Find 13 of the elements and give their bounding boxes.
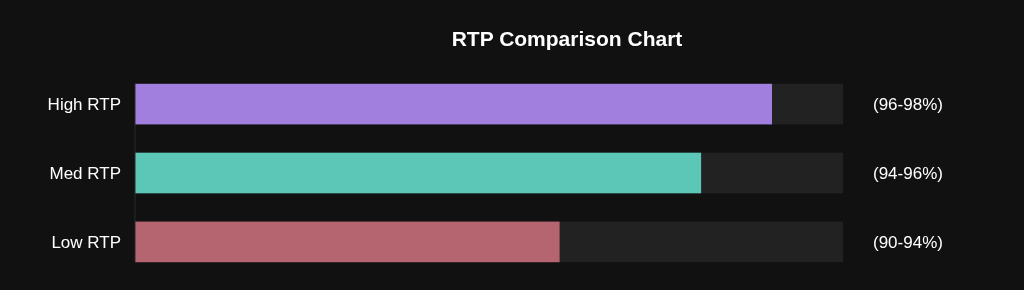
- chart-title: RTP Comparison Chart: [451, 27, 683, 50]
- text: (94-96%): [873, 163, 943, 183]
- y-tick-label: Low RTP: [51, 232, 121, 252]
- bar: [135, 221, 560, 263]
- bar: [135, 83, 773, 125]
- bar: [772, 83, 843, 125]
- bar: [701, 152, 843, 194]
- y-tick-label: High RTP: [47, 95, 121, 115]
- y-tick-label: Med RTP: [49, 163, 121, 183]
- bar: [559, 221, 843, 263]
- text: (90-94%): [873, 232, 943, 252]
- text: (96-98%): [873, 95, 943, 115]
- bar: [135, 152, 702, 194]
